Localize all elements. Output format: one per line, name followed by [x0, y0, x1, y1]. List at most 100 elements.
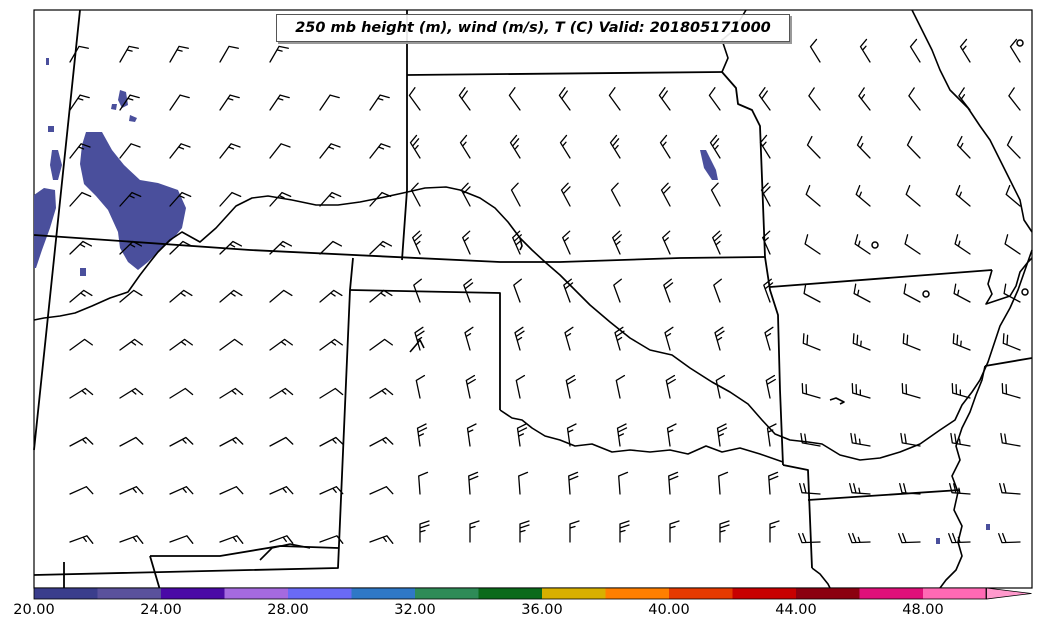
wind-barb: [805, 184, 821, 207]
wind-barb: [848, 532, 871, 544]
wind-barb: [715, 374, 726, 399]
wind-barb: [419, 520, 430, 543]
wind-barb: [763, 278, 774, 303]
wind-barb: [369, 94, 390, 111]
wind-barb: [509, 134, 521, 159]
wind-barb: [1006, 135, 1021, 159]
wind-barb: [665, 374, 676, 399]
wind-barb: [769, 520, 780, 543]
colorbar-cell: [351, 588, 416, 599]
wind-barb: [408, 87, 421, 111]
map-title: 250 mb height (m), wind (m/s), T (C) Val…: [276, 14, 790, 42]
wind-barb: [618, 471, 629, 495]
wind-barb: [468, 471, 479, 495]
wind-barb: [269, 45, 289, 63]
wind-barb: [369, 191, 392, 207]
wind-barb: [269, 535, 294, 544]
wind-barb: [856, 135, 871, 159]
wind-barb: [413, 278, 422, 303]
wind-barb: [269, 143, 291, 159]
wind-barb: [219, 143, 241, 159]
colorbar-cell: [415, 588, 479, 599]
wind-barb: [901, 382, 921, 399]
colorbar-cell: [859, 588, 924, 599]
wind-barb: [319, 387, 344, 399]
wind-barb: [410, 182, 421, 207]
wind-barb: [851, 382, 871, 399]
wind-barb: [464, 326, 474, 351]
wind-barb: [804, 234, 821, 255]
wind-barb: [562, 230, 571, 255]
wind-barb: [269, 387, 294, 399]
wind-barb: [169, 289, 193, 303]
wind-barb: [119, 191, 142, 207]
wind-barb: [955, 184, 971, 207]
wind-barb: [662, 230, 671, 255]
wind-barb: [462, 230, 471, 255]
wind-barb: [1002, 333, 1021, 351]
wind-barb: [956, 135, 971, 159]
wind-barb: [954, 234, 971, 255]
wind-barb: [510, 182, 521, 207]
wind-barb: [219, 191, 242, 207]
colorbar-cell: [478, 588, 543, 599]
wind-barb: [669, 520, 680, 543]
state-borders: [33, 9, 1033, 591]
wind-barb: [560, 182, 571, 207]
colorbar-cell: [732, 588, 797, 599]
wind-barb: [508, 87, 521, 111]
wind-barb: [269, 94, 290, 111]
wind-barb: [854, 234, 871, 255]
wind-barb: [708, 87, 721, 111]
wind-barb: [612, 230, 622, 255]
wind-barb: [759, 134, 771, 159]
wind-barb: [169, 338, 193, 351]
wind-barb: [608, 87, 621, 111]
wind-barb: [415, 374, 426, 399]
colorbar-extend-arrow: [986, 587, 1032, 600]
wind-barb: [219, 94, 240, 111]
wind-barb: [959, 38, 971, 63]
wind-barb: [119, 94, 140, 111]
wind-barb: [852, 333, 871, 351]
wind-barb: [119, 45, 139, 63]
wind-barb: [999, 482, 1021, 495]
wind-barb: [666, 423, 677, 447]
wind-barb: [904, 234, 921, 255]
wind-barb: [712, 230, 722, 255]
wind-barb: [319, 338, 343, 351]
wind-barb: [465, 374, 476, 399]
wind-barb: [569, 520, 580, 543]
wind-barb: [668, 471, 679, 495]
wind-barb: [716, 423, 728, 447]
wind-barb: [566, 423, 577, 447]
wind-barb: [663, 278, 674, 303]
wind-barb: [169, 94, 190, 111]
wind-barb: [169, 45, 189, 63]
wind-barb: [858, 87, 871, 111]
wind-barb: [319, 240, 343, 255]
wind-barb: [219, 387, 244, 399]
colorbar-cell: [288, 588, 352, 599]
colorbar-cell: [161, 588, 225, 599]
colorbar-cell: [796, 588, 860, 599]
wind-barb: [466, 423, 477, 447]
wind-barb: [609, 134, 621, 159]
colorbar-tick-label: 20.00: [13, 602, 55, 618]
wind-barb: [119, 436, 144, 447]
wind-barb: [559, 134, 571, 159]
wind-barb: [799, 482, 821, 495]
wind-barb: [903, 283, 921, 303]
wind-barb: [69, 338, 93, 351]
wind-barb: [558, 87, 571, 111]
wind-barb: [514, 326, 525, 351]
colorbar-tick-label: 40.00: [648, 602, 690, 618]
wind-barb: [319, 94, 340, 111]
wind-barb: [369, 387, 394, 399]
wind-barb: [859, 38, 871, 63]
station-markers: [871, 39, 1029, 298]
colorbar-cell: [97, 588, 162, 599]
colorbar-tick-label: 24.00: [140, 602, 182, 618]
wind-barb: [952, 333, 971, 351]
